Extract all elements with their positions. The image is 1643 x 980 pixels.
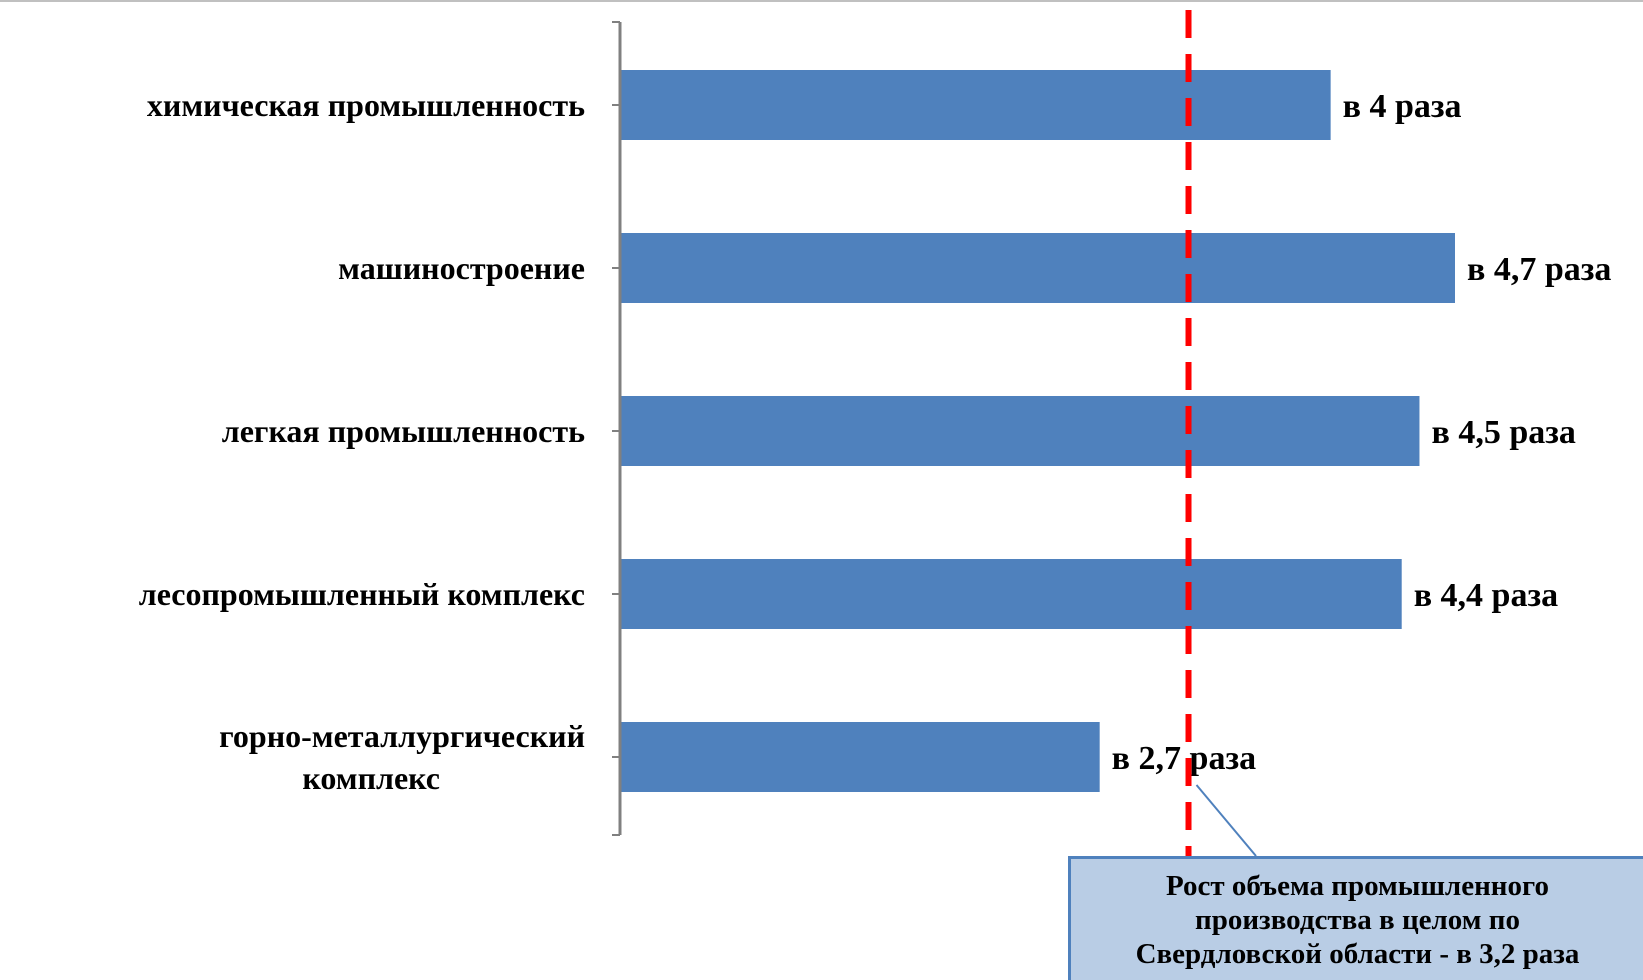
reference-layer: [1185, 10, 1257, 870]
category-label-line: комплекс: [302, 760, 440, 796]
bar: [620, 233, 1455, 303]
labels-layer: в 4 раза химическая промышленность в 4,7 р…: [139, 87, 1612, 796]
data-label: в 4,7 раза: [1467, 251, 1611, 288]
category-label: машиностроение: [338, 250, 585, 286]
bar: [620, 722, 1100, 792]
category-label: горно-металлургический комплекс: [219, 718, 585, 796]
callout-leader-line: [1195, 784, 1257, 857]
data-label: в 4,5 раза: [1431, 414, 1575, 451]
bar: [620, 559, 1402, 629]
category-label: лесопромышленный комплекс: [139, 576, 585, 612]
category-label-line: горно-металлургический: [219, 718, 585, 754]
data-label: в 4,4 раза: [1414, 577, 1558, 614]
data-label: в 4 раза: [1343, 88, 1462, 125]
data-label: в 2,7 раза: [1112, 740, 1256, 777]
category-label: химическая промышленность: [147, 87, 585, 123]
bar: [620, 396, 1420, 466]
y-axis: [612, 21, 622, 836]
reference-callout-text: Рост объема промышленного производства в…: [1135, 869, 1580, 970]
bar: [620, 70, 1331, 140]
bars-layer: [620, 70, 1455, 792]
reference-callout: Рост объема промышленного производства в…: [1068, 856, 1643, 980]
category-label: легкая промышленность: [222, 413, 585, 449]
